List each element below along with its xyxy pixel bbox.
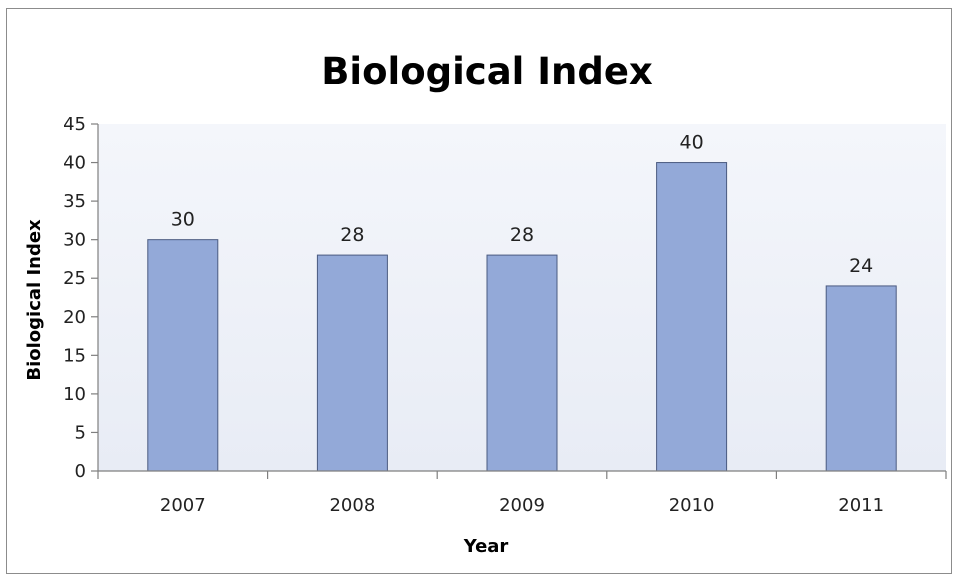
x-tick-label-2008: 2008 (329, 495, 375, 516)
chart-title: Biological Index (321, 50, 653, 93)
x-tick-label-2009: 2009 (499, 495, 545, 516)
bar-2010 (656, 162, 728, 472)
y-tick-label: 10 (63, 384, 86, 405)
bar-2011 (825, 285, 897, 472)
data-label-2011: 24 (849, 255, 873, 277)
y-tick-label: 20 (63, 307, 86, 328)
x-tick-label-2010: 2010 (669, 495, 715, 516)
y-tick-label: 45 (63, 114, 86, 135)
x-axis-title: Year (463, 536, 509, 557)
y-tick-label: 25 (63, 268, 86, 289)
bar-2008 (316, 254, 388, 472)
bar-2009 (486, 254, 558, 472)
y-tick-label: 0 (75, 461, 86, 482)
y-axis-title: Biological Index (24, 219, 45, 381)
y-tick-label: 5 (75, 422, 86, 443)
bar-2007 (147, 239, 219, 472)
y-tick-label: 40 (63, 153, 86, 174)
data-label-2009: 28 (510, 224, 534, 246)
data-label-2010: 40 (680, 132, 704, 154)
data-label-2008: 28 (340, 224, 364, 246)
x-tick-label-2011: 2011 (838, 495, 884, 516)
y-tick-label: 30 (63, 230, 86, 251)
x-tick-label-2007: 2007 (160, 495, 206, 516)
data-label-2007: 30 (171, 209, 195, 231)
y-tick-label: 35 (63, 191, 86, 212)
y-tick-label: 15 (63, 345, 86, 366)
